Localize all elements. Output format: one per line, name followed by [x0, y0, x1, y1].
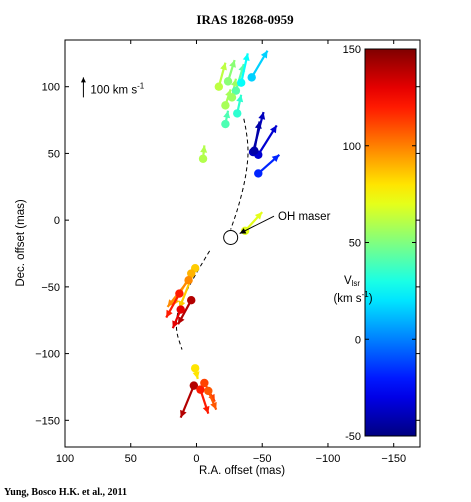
maser-spot — [254, 169, 263, 178]
velocity-arrow-head — [254, 121, 262, 129]
oh-maser-marker — [223, 229, 239, 245]
maser-spot — [190, 364, 200, 373]
maser-spot — [198, 154, 208, 163]
velocity-arrow-head — [178, 316, 185, 325]
velocity-arrow-head — [231, 78, 238, 87]
colorbar-label-line2: (km s-1) — [333, 290, 372, 305]
colorbar-label-line1: Vlsr — [344, 275, 360, 288]
velocity-arrow-head — [223, 110, 231, 119]
colorbar-ticks: 150 100 50 0 -50 — [343, 44, 416, 443]
maser-spot — [189, 381, 199, 390]
maser-spot — [233, 109, 242, 118]
maser-spots — [175, 73, 263, 396]
velocity-arrow-head — [270, 125, 277, 134]
velocity-arrow-head — [229, 60, 236, 68]
chart-title: IRAS 18268-0959 — [196, 12, 294, 27]
velocity-arrow-head — [202, 405, 210, 414]
scale-arrow-label: 100 km s-1 — [90, 81, 144, 96]
y-tick-label: −50 — [41, 282, 60, 294]
credit-text: Yung, Bosco H.K. et al., 2011 — [4, 487, 127, 498]
colorbar-tick-label: 0 — [355, 334, 361, 346]
velocity-arrow-head — [180, 409, 187, 418]
x-axis-ticks: 100 50 0 −50 −100 −150 — [56, 40, 406, 465]
maser-spot — [223, 77, 233, 86]
y-axis-label: Dec. offset (mas) — [15, 199, 27, 287]
plot-frame — [64, 39, 421, 448]
maser-spot — [196, 385, 205, 394]
velocity-arrow-head — [258, 112, 266, 120]
scale-arrow: 100 km s-1 — [80, 77, 145, 98]
y-axis-ticks: 100 50 0 −50 −100 −150 — [35, 82, 420, 427]
maser-spot — [231, 86, 241, 95]
velocity-arrow-head — [254, 212, 263, 220]
arc-guides — [175, 118, 249, 350]
maser-spot — [227, 93, 237, 102]
x-tick-label: −50 — [253, 453, 272, 465]
maser-spot — [247, 73, 256, 82]
maser-spot — [204, 386, 213, 396]
colorbar-tick-label: 150 — [343, 44, 361, 56]
oh-maser-pointer-head — [239, 228, 247, 234]
colorbar-tick-label: 50 — [349, 238, 361, 250]
velocity-arrow-head — [167, 299, 175, 307]
y-tick-label: −150 — [35, 415, 60, 427]
colorbar-tick-label: -50 — [345, 431, 361, 443]
velocity-arrow-head — [220, 62, 227, 71]
velocity-arrow-head — [172, 320, 179, 329]
colorbar — [364, 48, 417, 437]
maser-spot — [214, 82, 224, 91]
y-tick-label: 100 — [42, 82, 60, 94]
x-axis-label: R.A. offset (mas) — [199, 465, 285, 477]
colorbar-tick-label: 100 — [343, 141, 361, 153]
oh-maser: OH maser — [223, 211, 331, 245]
velocity-arrow-head — [200, 145, 208, 153]
x-tick-label: −100 — [316, 453, 341, 465]
arc-guide — [175, 250, 211, 350]
y-tick-label: −100 — [35, 349, 60, 361]
maser-spot — [184, 275, 193, 285]
maser-spot — [221, 119, 230, 129]
maser-spot — [250, 146, 259, 155]
velocity-arrow-head — [242, 53, 250, 61]
x-tick-label: −150 — [381, 453, 406, 465]
oh-maser-label: OH maser — [278, 211, 331, 223]
velocity-arrow-head — [210, 401, 217, 410]
x-tick-label: 100 — [56, 453, 74, 465]
y-tick-label: 0 — [54, 215, 60, 227]
arc-guide — [230, 118, 249, 230]
velocity-arrow-head — [236, 94, 244, 103]
velocity-arrow-head — [166, 309, 173, 318]
oh-maser-pointer — [239, 215, 275, 234]
x-tick-label: 50 — [125, 453, 137, 465]
velocity-arrow-head — [260, 50, 268, 59]
maser-spot — [187, 296, 196, 305]
maser-spot — [175, 289, 184, 298]
x-tick-label: 0 — [193, 453, 199, 465]
maser-spot — [200, 378, 209, 388]
velocity-arrow-head — [192, 371, 200, 379]
maser-spot — [187, 269, 196, 278]
velocity-arrow-head — [271, 154, 280, 163]
y-tick-label: 50 — [48, 148, 60, 160]
maser-spot — [176, 305, 185, 314]
scale-arrow-head — [80, 77, 86, 83]
maser-spot — [221, 101, 230, 110]
maser-spot — [236, 78, 246, 87]
